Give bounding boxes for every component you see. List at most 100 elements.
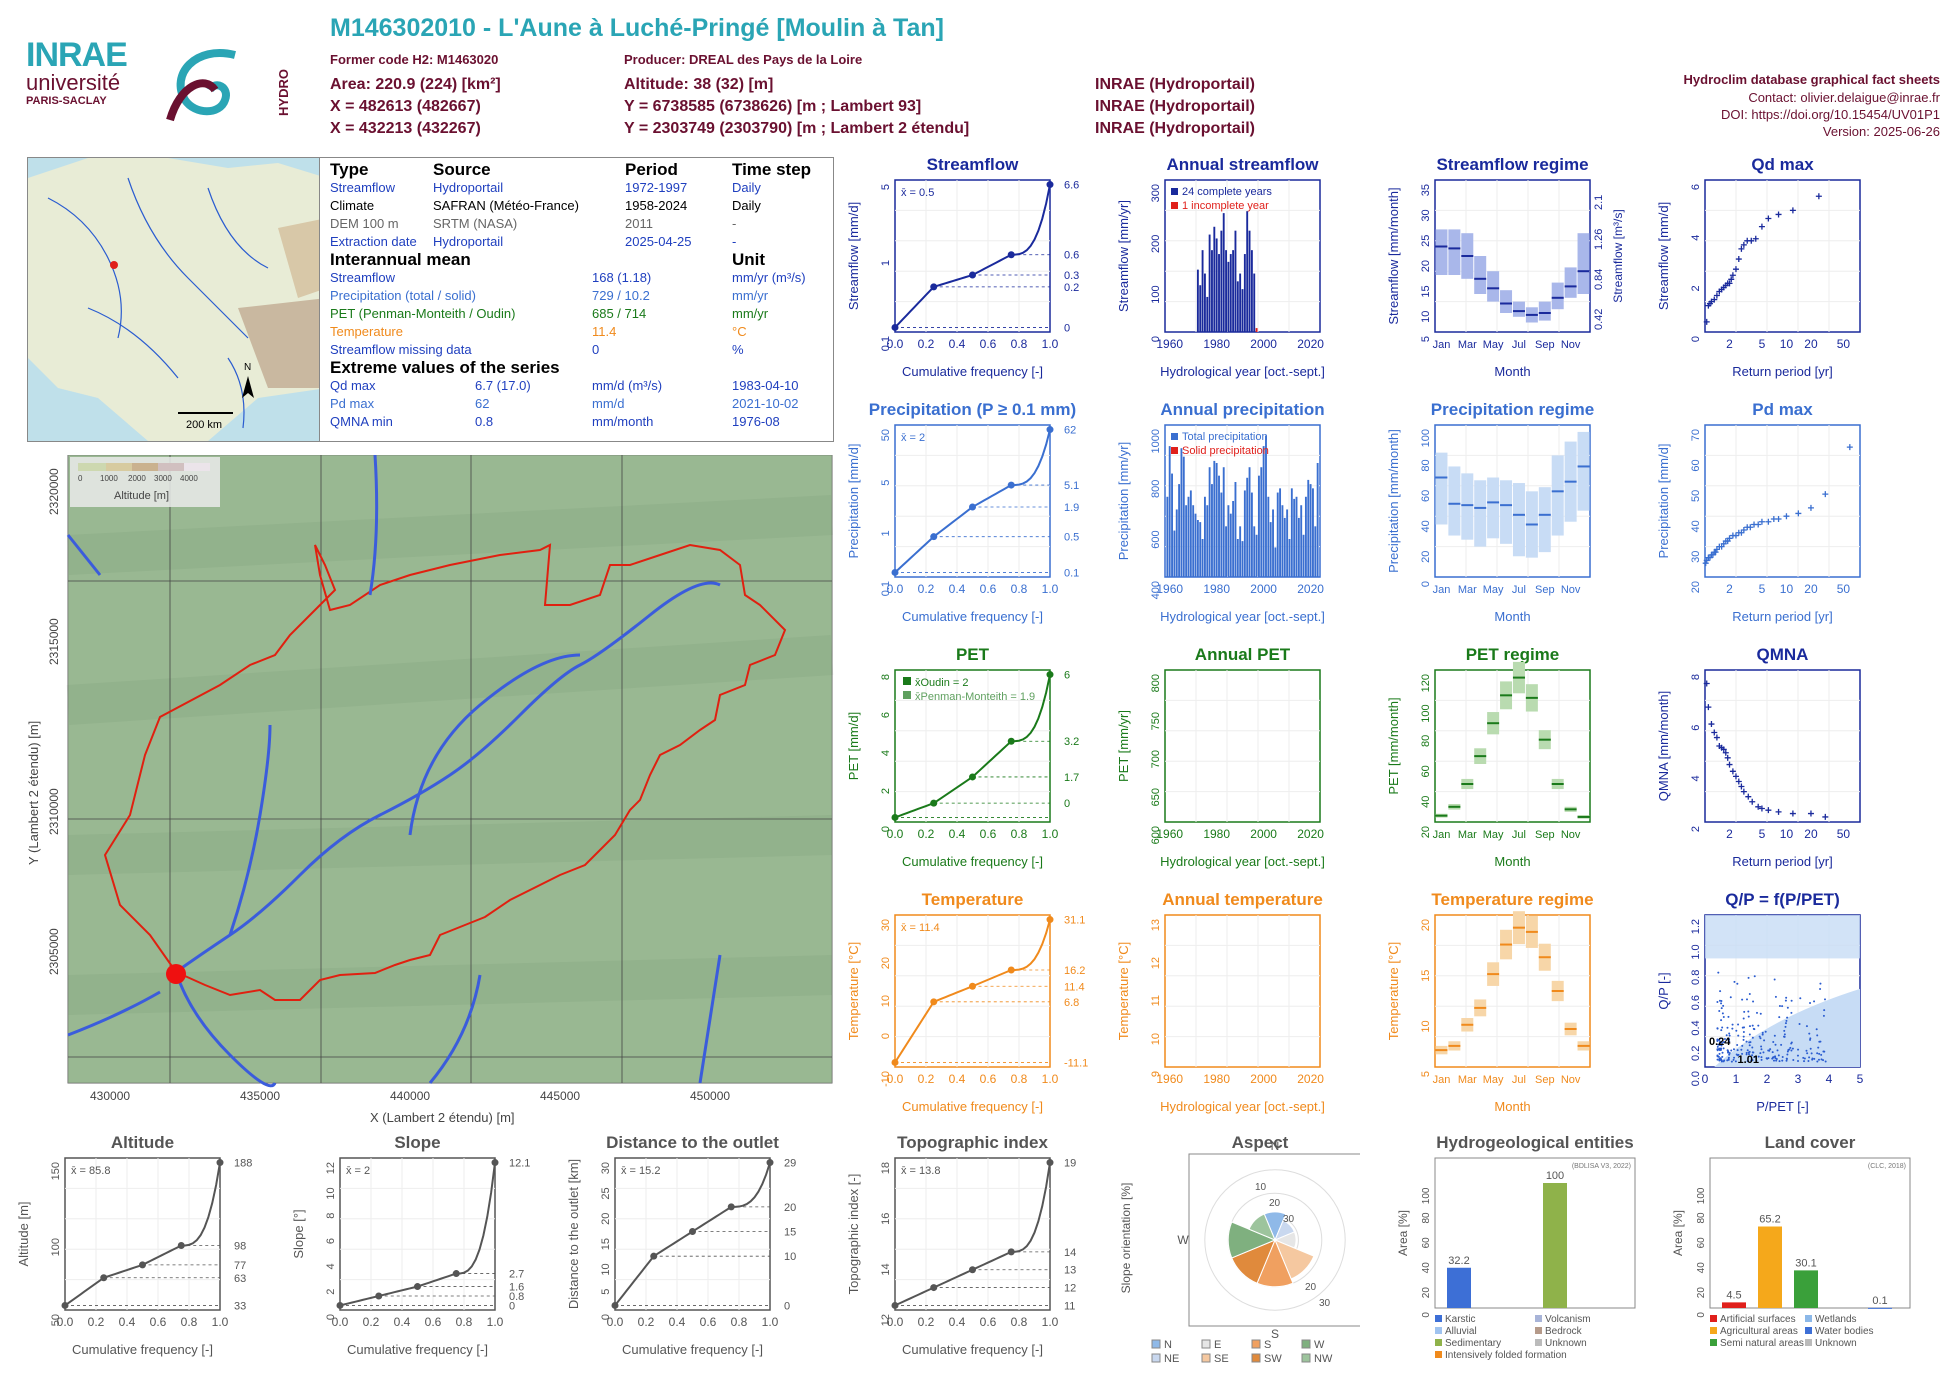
x-tick: Nov [1561, 1074, 1581, 1086]
legend-swatch [1435, 1315, 1442, 1322]
mean-label: Streamflow [330, 270, 396, 285]
source-2: INRAE (Hydroportail) [1095, 98, 1255, 115]
annual-bar [1201, 539, 1204, 577]
scatter-point [1724, 754, 1731, 761]
y-tick: 0 [1696, 1312, 1707, 1318]
x-tick: 0.4 [119, 1315, 136, 1329]
scatter-point [1720, 746, 1727, 753]
y-tick: 30 [1690, 551, 1702, 563]
y-tick: 2 [1690, 285, 1702, 291]
river [67, 990, 161, 1037]
scatter-point [1740, 527, 1747, 534]
y-tick: 8 [1690, 674, 1702, 680]
chart-panel: Annual temperature Hydrological year [oct… [1116, 890, 1325, 1114]
x-axis-label: Cumulative frequency [-] [72, 1342, 213, 1357]
legend-swatch [1435, 1339, 1442, 1346]
x-tick: 0.4 [949, 337, 966, 351]
x-tick: 0.4 [949, 1315, 966, 1329]
chart-title: Land cover [1765, 1133, 1856, 1152]
scatter-point [1816, 1034, 1819, 1037]
y-tick: 35 [1420, 184, 1432, 196]
scatter-point [1763, 1039, 1766, 1042]
legend-swatch [1151, 1353, 1161, 1363]
x-tick: Jan [1433, 339, 1451, 351]
ring-label: 20 [1305, 1282, 1317, 1293]
y-tick: 20 [1421, 1287, 1432, 1299]
legend-entry: NW [1314, 1353, 1333, 1365]
x-tick: 1.0 [762, 1315, 779, 1329]
annual-bar [1199, 285, 1202, 332]
annual-bar [1175, 509, 1178, 577]
chart-title: Annual temperature [1162, 890, 1323, 909]
annual-bar [1194, 513, 1197, 577]
x-tick: 1960 [1156, 582, 1183, 596]
scatter-point [1778, 1016, 1781, 1019]
extreme-value: 62 [475, 396, 490, 411]
annual-bar [1279, 488, 1282, 577]
scatter-point [1786, 1016, 1789, 1019]
scatter-point [1766, 1057, 1769, 1060]
x-tick: 50 [1837, 337, 1851, 351]
scatter-point [1815, 1028, 1818, 1031]
annual-bar [1215, 238, 1218, 332]
legend-entry: NE [1164, 1353, 1179, 1365]
chart-title: Streamflow regime [1436, 155, 1588, 174]
scatter-point [1722, 1040, 1725, 1043]
x-tick: 1.0 [1042, 582, 1059, 596]
x-tick: 2 [1726, 337, 1733, 351]
right-tick-label: 6.8 [1064, 997, 1079, 1009]
scatter-point [1747, 1015, 1750, 1018]
x-axis-label: Cumulative frequency [-] [902, 609, 1043, 624]
terrain-texture [66, 455, 834, 1083]
chart-title: Qd max [1751, 155, 1814, 174]
mean-label: x̄ = 85.8 [71, 1165, 110, 1177]
chart-panel: Annual streamflow Hydrological year [oct.… [1116, 155, 1325, 379]
x-tick: 0.0 [887, 1072, 904, 1086]
scatter-point [1809, 1037, 1812, 1040]
right-tick-label: 0 [1064, 798, 1070, 810]
legend-swatch [1805, 1339, 1812, 1346]
x-tick: 50 [1837, 827, 1851, 841]
regime-box [1474, 256, 1487, 294]
scatter-point [1784, 1022, 1787, 1025]
river [66, 534, 102, 576]
scatter-point [1716, 1045, 1719, 1048]
legend-swatch [1151, 1339, 1161, 1349]
y-tick: 20 [1420, 826, 1432, 838]
y-axis-label: PET [mm/d] [846, 712, 861, 780]
legend-entry: 1 incomplete year [1182, 200, 1269, 212]
scatter-point [1846, 444, 1853, 451]
scatter-point [1785, 1057, 1788, 1060]
scatter-point [1799, 997, 1802, 1000]
y-tick: 60 [1690, 459, 1702, 471]
y-tick: 5 [880, 480, 892, 486]
legend-entry: Semi natural areas [1720, 1338, 1804, 1349]
y-tick: 12 [325, 1162, 337, 1174]
scatter-point [1727, 1015, 1730, 1018]
scatter-point [1752, 235, 1759, 242]
y-tick: 40 [1696, 1262, 1707, 1274]
scatter-point [1785, 996, 1788, 999]
x-tick: 0.0 [607, 1315, 624, 1329]
y-tick: 16 [880, 1213, 892, 1225]
regime-box [1577, 431, 1590, 511]
scatter-point [1741, 1026, 1744, 1029]
scatter-point [1711, 296, 1718, 303]
y-axis-label: Precipitation [mm/month] [1386, 429, 1401, 573]
x-tick: 0 [1702, 1072, 1709, 1086]
row-type: DEM 100 m [330, 216, 399, 231]
chart-title: Distance to the outlet [606, 1133, 779, 1152]
chart-panel: Streamflow Cumulative frequency [-] Stream… [846, 155, 1079, 379]
scatter-point [1726, 280, 1733, 287]
y-axis-label: Streamflow [mm/d] [846, 202, 861, 310]
y-tick: 40 [1420, 796, 1432, 808]
right-tick-label: 15 [784, 1227, 796, 1239]
scatter-point [1731, 1023, 1734, 1026]
y-tick: 100 [1150, 285, 1162, 303]
scatter-point [1728, 1053, 1731, 1056]
annual-bar [1189, 490, 1192, 577]
scatter-point [1703, 318, 1710, 325]
legend-swatch [1805, 1315, 1812, 1322]
right-tick-label: 63 [234, 1273, 246, 1285]
scatter-point [1745, 1053, 1748, 1056]
